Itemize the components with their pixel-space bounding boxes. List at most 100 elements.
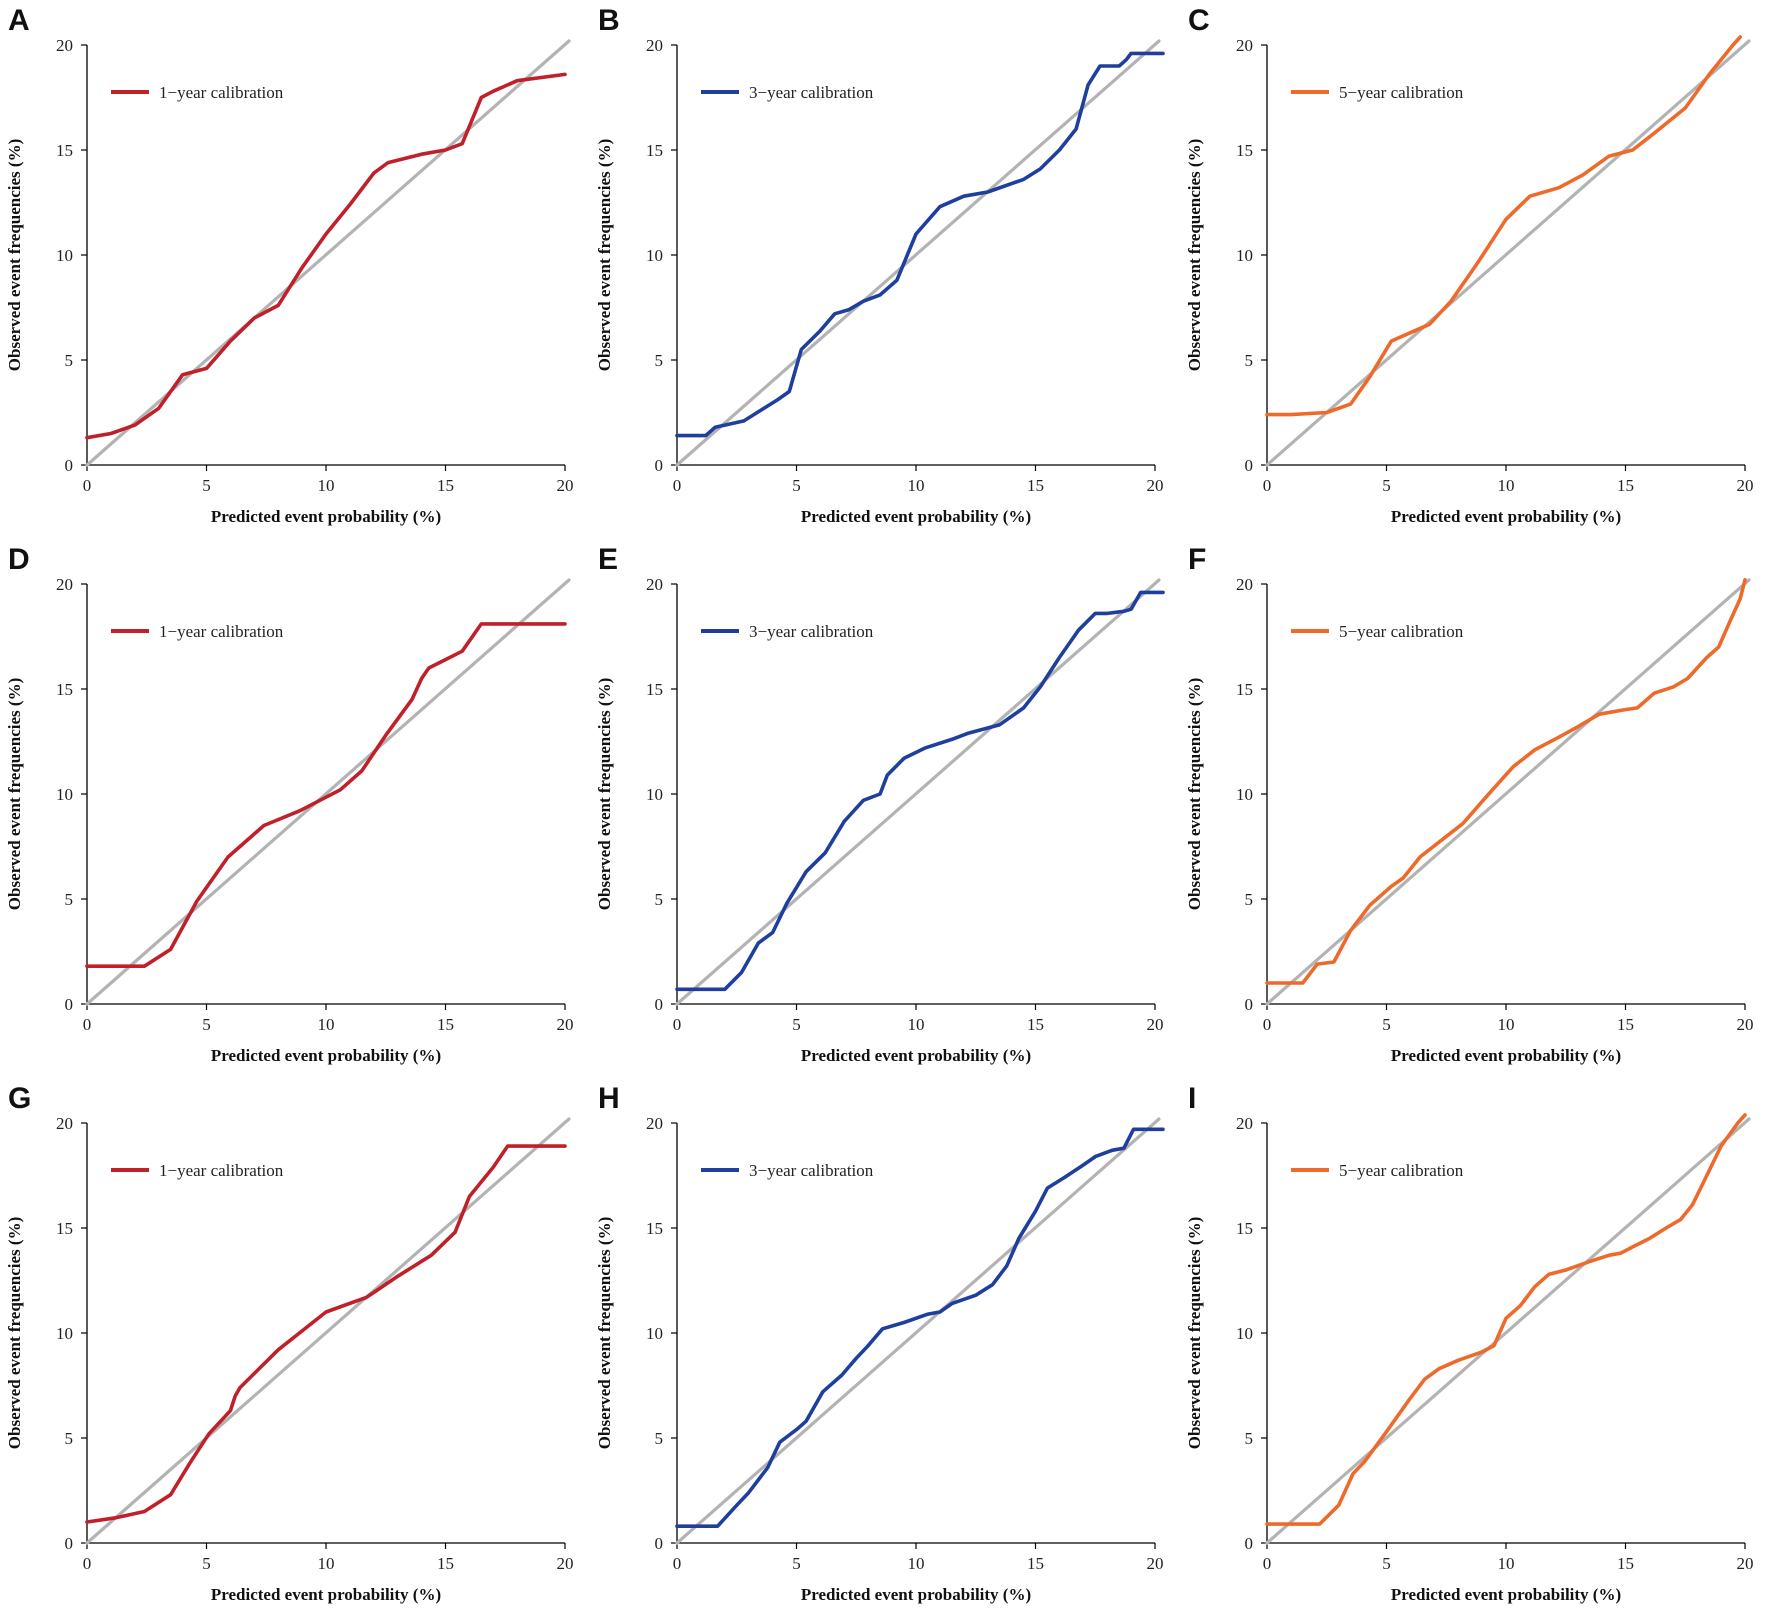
panel-letter: I (1188, 1082, 1197, 1115)
reference-diagonal-line (675, 39, 1161, 467)
y-tick-label: 10 (56, 785, 73, 804)
calibration-plot: 0 5 10 15 20 0 5 10 15 20 Predicted event probabil… (1185, 1113, 1754, 1604)
panel-letter: C (1188, 4, 1210, 37)
y-tick-label: 5 (65, 890, 74, 909)
legend-label: 3−year calibration (749, 83, 874, 102)
panel-b: B 0 5 10 15 20 0 5 10 15 20 Predicted event probabi… (590, 0, 1180, 539)
x-axis-title: Predicted event probability (%) (1391, 1046, 1621, 1065)
x-tick-label: 0 (1263, 1554, 1272, 1573)
calibration-plot: 0 5 10 15 20 0 5 10 15 20 Predicted event probabil… (1185, 575, 1754, 1065)
x-tick-label: 5 (1382, 1015, 1391, 1034)
reference-diagonal-line (85, 39, 571, 467)
calibration-curve (85, 72, 567, 440)
y-tick-label: 15 (56, 141, 73, 160)
x-tick-label: 5 (1382, 476, 1391, 495)
y-tick-label: 10 (646, 246, 663, 265)
x-tick-label: 5 (1382, 1554, 1391, 1573)
calibration-plot: 0 5 10 15 20 0 5 10 15 20 Predicted event probabil… (5, 1114, 574, 1604)
y-axis-title: Observed event frequencies (%) (5, 1217, 24, 1449)
reference-diagonal-line (85, 578, 571, 1006)
x-tick-label: 15 (437, 1554, 454, 1573)
y-tick-label: 0 (1245, 995, 1254, 1014)
y-tick-label: 10 (646, 785, 663, 804)
x-axis-title: Predicted event probability (%) (1391, 1585, 1621, 1604)
y-tick-label: 20 (56, 36, 73, 55)
legend-label: 5−year calibration (1339, 1161, 1464, 1180)
x-tick-label: 15 (437, 1015, 454, 1034)
x-tick-label: 15 (1027, 1015, 1044, 1034)
x-axis-title: Predicted event probability (%) (801, 1046, 1031, 1065)
y-tick-label: 0 (655, 1534, 664, 1553)
x-tick-label: 0 (673, 476, 682, 495)
y-tick-label: 5 (65, 351, 74, 370)
reference-diagonal-line (85, 1117, 571, 1545)
y-axis-title: Observed event frequencies (%) (5, 678, 24, 910)
x-tick-label: 0 (83, 1554, 92, 1573)
reference-diagonal-line (1265, 578, 1751, 1006)
calibration-plot: 0 5 10 15 20 0 5 10 15 20 Predicted event probabil… (1185, 35, 1754, 526)
x-axis-title: Predicted event probability (%) (211, 507, 441, 526)
panel-d: D 0 5 10 15 20 0 5 10 15 20 Predicted event probabi… (0, 539, 590, 1078)
y-tick-label: 20 (1236, 575, 1253, 594)
y-axis-title: Observed event frequencies (%) (1185, 139, 1204, 371)
y-tick-label: 15 (56, 1219, 73, 1238)
calibration-plot: 0 5 10 15 20 0 5 10 15 20 Predicted event probabil… (595, 1114, 1165, 1604)
x-tick-label: 5 (202, 1015, 211, 1034)
x-tick-label: 20 (1147, 1015, 1164, 1034)
y-tick-label: 0 (65, 1534, 74, 1553)
y-tick-label: 20 (646, 1114, 663, 1133)
panel-f: F 0 5 10 15 20 0 5 10 15 20 Predicted event probabi… (1180, 539, 1770, 1078)
x-tick-label: 15 (437, 476, 454, 495)
x-axis-title: Predicted event probability (%) (211, 1585, 441, 1604)
x-axis-title: Predicted event probability (%) (801, 507, 1031, 526)
calibration-curve (675, 51, 1165, 438)
panel-letter: F (1188, 543, 1207, 576)
y-tick-label: 10 (1236, 1324, 1253, 1343)
y-tick-label: 0 (1245, 456, 1254, 475)
panel-i: I 0 5 10 15 20 0 5 10 15 20 Predicted event probabi… (1180, 1078, 1770, 1617)
y-tick-label: 10 (646, 1324, 663, 1343)
calibration-curve (675, 1127, 1165, 1529)
calibration-curve (675, 590, 1165, 992)
y-tick-label: 15 (646, 680, 663, 699)
x-tick-label: 15 (1027, 476, 1044, 495)
y-tick-label: 20 (56, 575, 73, 594)
y-axis-title: Observed event frequencies (%) (595, 139, 614, 371)
y-tick-label: 15 (1236, 1219, 1253, 1238)
calibration-plot: 0 5 10 15 20 0 5 10 15 20 Predicted event probabil… (595, 36, 1165, 526)
x-tick-label: 20 (1737, 1015, 1754, 1034)
panel-c: C 0 5 10 15 20 0 5 10 15 20 Predicted event probabi… (1180, 0, 1770, 539)
x-axis-title: Predicted event probability (%) (1391, 507, 1621, 526)
y-tick-label: 0 (1245, 1534, 1254, 1553)
x-tick-label: 20 (1737, 476, 1754, 495)
x-tick-label: 10 (908, 1554, 925, 1573)
y-tick-label: 5 (1245, 1429, 1254, 1448)
x-tick-label: 0 (1263, 476, 1272, 495)
x-tick-label: 5 (792, 476, 801, 495)
legend-label: 3−year calibration (749, 1161, 874, 1180)
reference-diagonal-line (675, 578, 1161, 1006)
x-tick-label: 0 (1263, 1015, 1272, 1034)
x-tick-label: 0 (83, 1015, 92, 1034)
calibration-plot: 0 5 10 15 20 0 5 10 15 20 Predicted event probabil… (5, 575, 574, 1065)
x-tick-label: 10 (908, 476, 925, 495)
y-tick-label: 10 (56, 1324, 73, 1343)
calibration-plot: 0 5 10 15 20 0 5 10 15 20 Predicted event probabil… (595, 575, 1165, 1065)
calibration-plot: 0 5 10 15 20 0 5 10 15 20 Predicted event probabil… (5, 36, 574, 526)
calibration-curve (85, 1144, 567, 1524)
y-tick-label: 20 (646, 575, 663, 594)
panel-a: A 0 5 10 15 20 0 5 10 15 20 Predicted event probabi… (0, 0, 590, 539)
y-tick-label: 15 (646, 141, 663, 160)
y-tick-label: 5 (655, 1429, 664, 1448)
panel-h: H 0 5 10 15 20 0 5 10 15 20 Predicted event probabi… (590, 1078, 1180, 1617)
y-tick-label: 0 (655, 456, 664, 475)
panel-letter: H (598, 1082, 620, 1115)
x-tick-label: 20 (557, 1015, 574, 1034)
legend-label: 5−year calibration (1339, 83, 1464, 102)
x-tick-label: 15 (1617, 1015, 1634, 1034)
reference-diagonal-line (675, 1117, 1161, 1545)
calibration-curve (85, 622, 567, 969)
x-tick-label: 5 (202, 476, 211, 495)
y-tick-label: 20 (56, 1114, 73, 1133)
x-tick-label: 5 (792, 1015, 801, 1034)
